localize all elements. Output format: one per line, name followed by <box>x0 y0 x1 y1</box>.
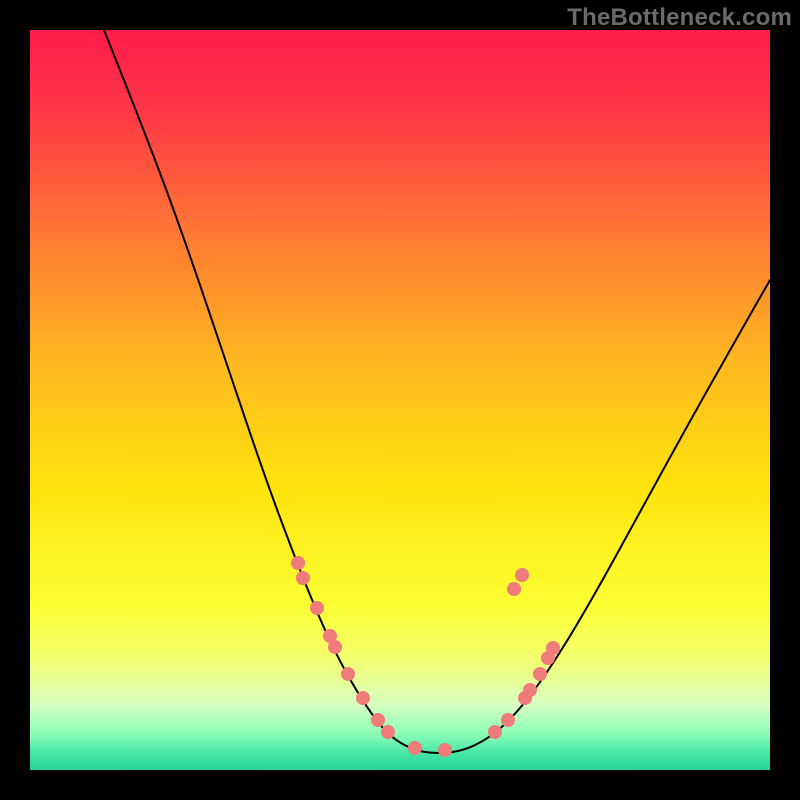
watermark-text: TheBottleneck.com <box>567 4 792 32</box>
plot-area <box>30 30 770 770</box>
chart-frame: TheBottleneck.com <box>0 0 800 800</box>
background-gradient <box>30 30 770 770</box>
